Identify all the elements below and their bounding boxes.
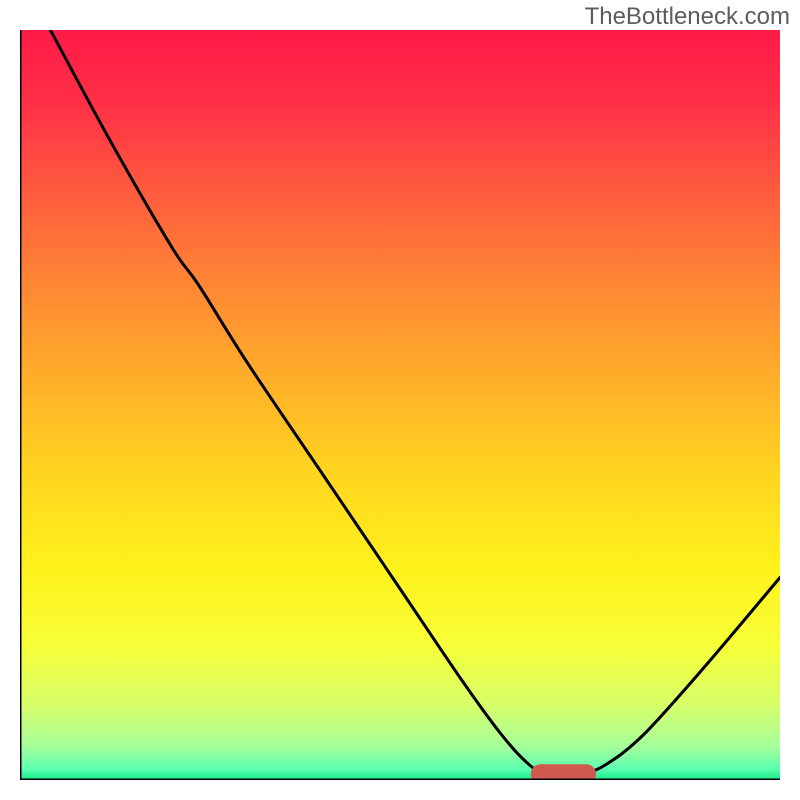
chart-container: TheBottleneck.com [0, 0, 800, 800]
plot-area [20, 30, 780, 780]
bottleneck-chart-svg [20, 30, 780, 780]
optimal-marker [531, 764, 596, 780]
gradient-background [20, 30, 780, 780]
watermark-text: TheBottleneck.com [585, 3, 790, 31]
